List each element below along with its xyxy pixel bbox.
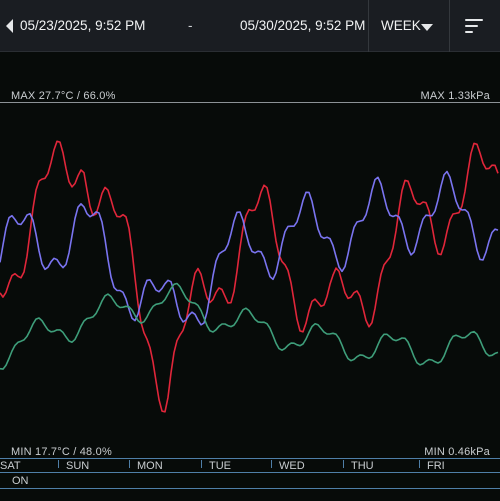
day-label-sat: SAT [0, 460, 21, 472]
state-label: ON [12, 475, 29, 487]
day-label-sun: SUN [66, 460, 90, 472]
day-label-tue: TUE [209, 460, 231, 472]
day-axis-line [0, 458, 500, 459]
min-left-label: MIN 17.7°C / 48.0% [11, 446, 112, 458]
plot [0, 140, 499, 413]
day-tick [419, 460, 420, 468]
range-dropdown[interactable]: WEEK [369, 0, 449, 52]
day-tick [201, 460, 202, 468]
date-range-selector[interactable]: 05/23/2025, 9:52 PM - 05/30/2025, 9:52 P… [0, 0, 368, 52]
start-date[interactable]: 05/23/2025, 9:52 PM [20, 18, 146, 33]
day-tick [343, 460, 344, 468]
day-label-wed: WED [279, 460, 305, 472]
divider [449, 0, 450, 52]
max-line [0, 102, 500, 103]
divider [368, 0, 369, 52]
day-label-fri: FRI [427, 460, 445, 472]
state-line-bottom [0, 488, 500, 489]
date-separator: - [188, 18, 193, 33]
previous-arrow-icon[interactable] [6, 19, 13, 33]
state-line-top [0, 472, 500, 473]
humidity-series [0, 170, 499, 326]
day-tick [129, 460, 130, 468]
caret-down-icon [421, 24, 433, 31]
max-left-label: MAX 27.7°C / 66.0% [11, 90, 116, 102]
temperature-series [0, 140, 499, 413]
end-date[interactable]: 05/30/2025, 9:52 PM [240, 18, 366, 33]
chart-area[interactable]: MAX 27.7°C / 66.0% MAX 1.33kPa MIN 17.7°… [0, 52, 500, 501]
min-right-label: MIN 0.46kPa [424, 446, 490, 458]
top-bar: 05/23/2025, 9:52 PM - 05/30/2025, 9:52 P… [0, 0, 500, 52]
vpd-series [0, 282, 499, 370]
day-label-mon: MON [137, 460, 163, 472]
day-label-thu: THU [351, 460, 374, 472]
menu-button[interactable] [450, 0, 500, 52]
day-tick [271, 460, 272, 468]
max-right-label: MAX 1.33kPa [420, 90, 490, 102]
range-label: WEEK [381, 18, 421, 33]
day-tick [58, 460, 59, 468]
